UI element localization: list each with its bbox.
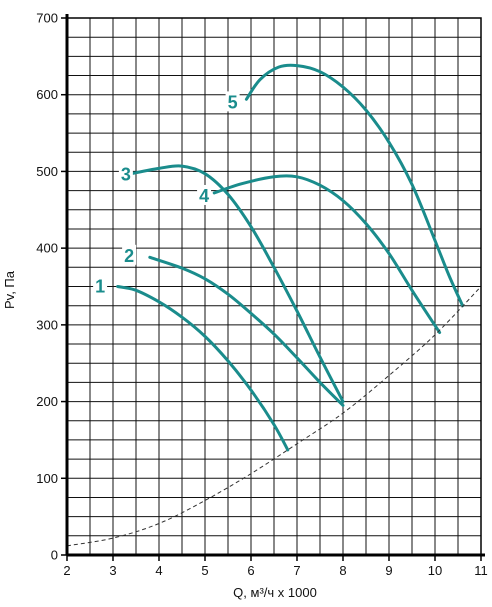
plot-frame	[65, 14, 485, 557]
x-axis-label: Q, м³/ч х 1000	[233, 585, 317, 600]
grid	[66, 17, 482, 556]
curve-label-2: 2	[124, 246, 134, 266]
y-axis-label: Pv, Па	[2, 270, 17, 309]
y-tick-label: 100	[36, 471, 58, 486]
fan-curve-2	[148, 255, 345, 407]
curve-label-background	[122, 244, 137, 265]
x-tick-label: 2	[63, 563, 70, 578]
x-tick-label: 5	[201, 563, 208, 578]
fan-curve-4	[212, 174, 442, 334]
system-resistance-curve	[66, 286, 482, 547]
curve-label-background	[197, 184, 212, 205]
fan-curve-5	[244, 63, 465, 308]
y-tick-label: 0	[51, 548, 58, 563]
x-tick-label: 6	[247, 563, 254, 578]
fan-curve-1	[116, 285, 290, 452]
curve-label-background	[93, 275, 108, 296]
curve-label-5: 5	[228, 92, 238, 112]
x-tick-label: 4	[155, 563, 162, 578]
curve-label-3: 3	[121, 164, 131, 184]
y-tick-label: 500	[36, 164, 58, 179]
x-tick-label: 10	[428, 563, 442, 578]
y-tick-label: 400	[36, 241, 58, 256]
ticks: 0 100 200 300 400 500 600 700 2 3 4 5 6 7 8 9 10 11	[36, 11, 487, 579]
y-tick-label: 700	[36, 11, 58, 26]
curve-labels: 12 3 4 5	[93, 91, 240, 297]
curve-label-background	[225, 91, 240, 112]
x-tick-label: 3	[109, 563, 116, 578]
curve-label-background	[118, 163, 133, 184]
x-tick-label: 11	[474, 563, 488, 578]
x-tick-label: 9	[385, 563, 392, 578]
x-tick-label: 7	[293, 563, 300, 578]
y-tick-label: 200	[36, 394, 58, 409]
fan-curve-3	[129, 164, 345, 404]
y-tick-label: 600	[36, 87, 58, 102]
curves	[66, 63, 482, 547]
curve-label-1: 1	[95, 277, 105, 297]
x-tick-label: 8	[339, 563, 346, 578]
curve-label-4: 4	[199, 186, 209, 206]
y-tick-label: 300	[36, 317, 58, 332]
